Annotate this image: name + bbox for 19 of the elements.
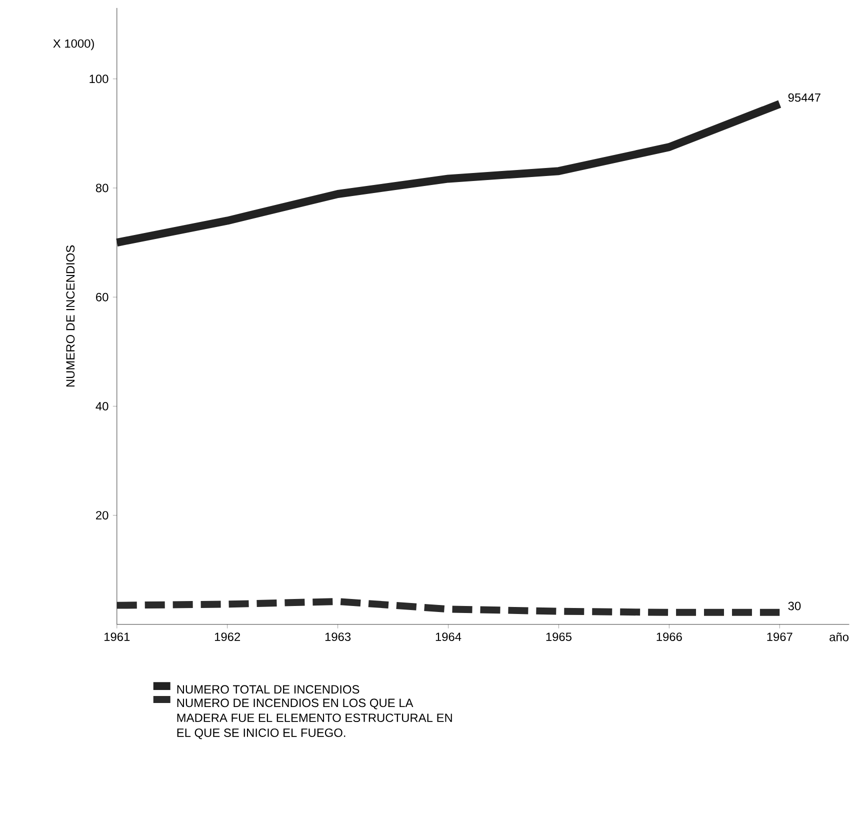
x-tick-label: 1967 <box>767 632 792 641</box>
x-tick-label: 1963 <box>325 632 351 641</box>
y-tick-label: 80 <box>96 184 108 192</box>
legend-label: NUMERO DE INCENDIOS EN LOS QUE LA MADERA FUE EL ELEMENTO ESTRUCTURAL EN EL QUE SE INICIO EL FUEGO. <box>177 698 452 740</box>
x-tick-label: 1962 <box>214 632 240 641</box>
y-tick-label: 100 <box>90 74 108 83</box>
x-axis-title: año <box>830 632 849 642</box>
text: X 1000) <box>53 38 94 50</box>
y-tick-label: 40 <box>96 402 108 410</box>
annotation: 95447 <box>788 93 820 102</box>
x-tick-label: 1964 <box>436 632 462 641</box>
x-tick-label: 1966 <box>656 632 682 641</box>
annotation: 30 <box>788 602 801 610</box>
y-tick-label: 60 <box>96 292 108 302</box>
x-tick-label: 1961 <box>104 632 130 641</box>
legend-label: NUMERO TOTAL DE INCENDIOS <box>177 685 360 694</box>
y-axis-title: NUMERO DE INCENDIOS <box>66 245 75 386</box>
x-tick-label: 1965 <box>546 632 572 641</box>
y-tick-label: 20 <box>96 510 108 520</box>
